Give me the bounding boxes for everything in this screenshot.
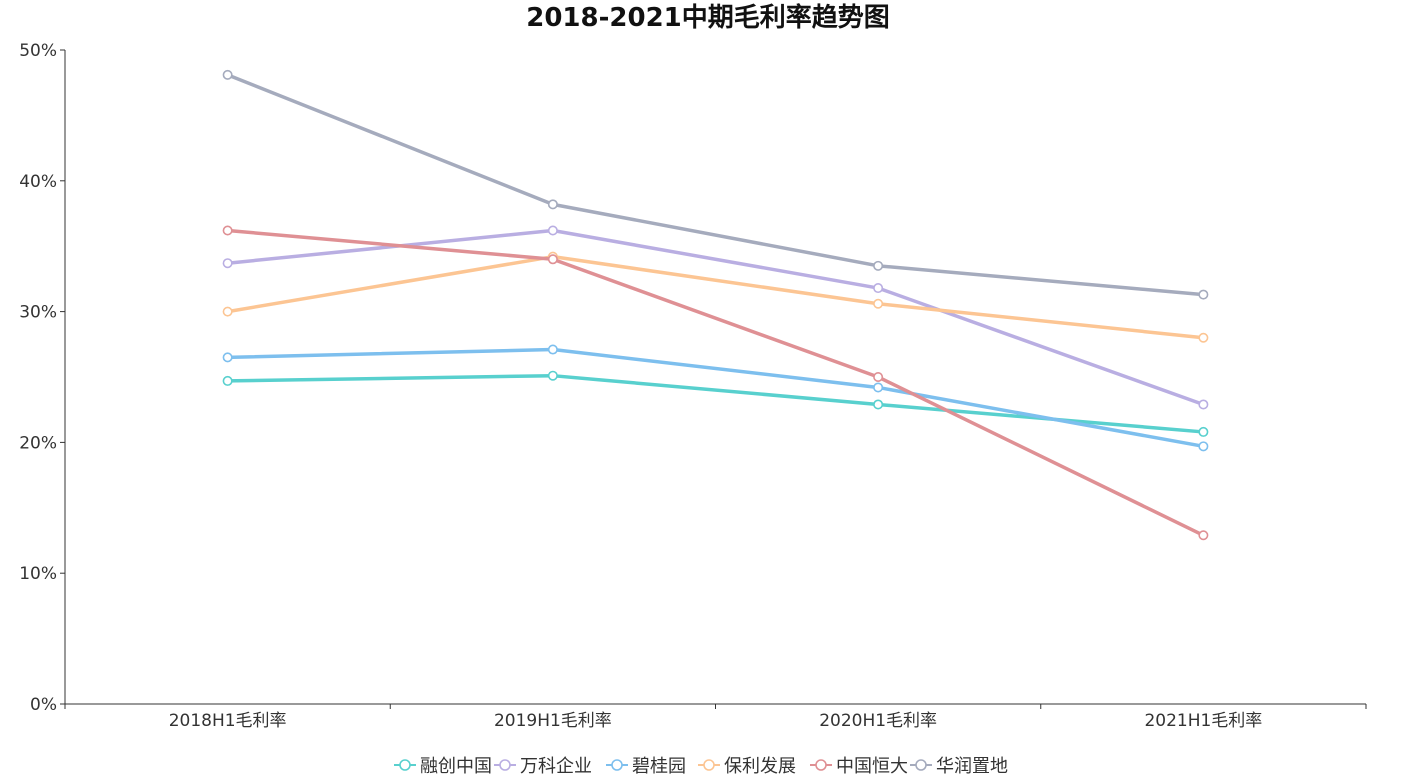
x-tick-label: 2018H1毛利率 bbox=[169, 711, 287, 731]
x-tick-label: 2020H1毛利率 bbox=[819, 711, 937, 731]
legend-swatch-marker bbox=[399, 759, 411, 771]
series-0 bbox=[222, 370, 1209, 437]
data-point[interactable] bbox=[222, 225, 233, 236]
legend-item[interactable]: 万科企业 bbox=[494, 756, 592, 777]
legend-label: 万科企业 bbox=[520, 756, 592, 777]
data-point[interactable] bbox=[1198, 441, 1209, 452]
series-3 bbox=[222, 251, 1209, 343]
data-point[interactable] bbox=[1198, 399, 1209, 410]
data-point[interactable] bbox=[1198, 332, 1209, 343]
chart-title: 2018-2021中期毛利率趋势图 bbox=[526, 2, 890, 33]
data-point[interactable] bbox=[547, 199, 558, 210]
data-point[interactable] bbox=[873, 399, 884, 410]
series-1 bbox=[222, 225, 1209, 410]
y-tick-label: 40% bbox=[19, 172, 57, 192]
legend-label: 华润置地 bbox=[936, 756, 1008, 777]
data-point[interactable] bbox=[1198, 289, 1209, 300]
legend-swatch-marker bbox=[915, 759, 927, 771]
series-line bbox=[225, 254, 1206, 340]
data-point[interactable] bbox=[547, 254, 558, 265]
y-tick-label: 30% bbox=[19, 303, 57, 323]
axes: 0% 10% 20% 30% 40% 50% 2018H1毛利率 2019H1毛利率 2020H… bbox=[19, 41, 1367, 731]
y-tick-label: 10% bbox=[19, 564, 57, 584]
data-point[interactable] bbox=[222, 352, 233, 363]
series-line bbox=[225, 347, 1206, 449]
legend-item[interactable]: 碧桂园 bbox=[606, 756, 686, 777]
data-point[interactable] bbox=[873, 382, 884, 393]
y-tick-label: 20% bbox=[19, 433, 57, 453]
legend-label: 碧桂园 bbox=[632, 756, 686, 777]
legend-label: 中国恒大 bbox=[836, 756, 908, 777]
data-point[interactable] bbox=[873, 298, 884, 309]
y-tick-label: 50% bbox=[19, 41, 57, 61]
legend-item[interactable]: 中国恒大 bbox=[810, 756, 908, 777]
legend-swatch-marker bbox=[703, 759, 715, 771]
data-point[interactable] bbox=[1198, 530, 1209, 541]
data-point[interactable] bbox=[1198, 426, 1209, 437]
legend-swatch-marker bbox=[499, 759, 511, 771]
legend-label: 融创中国 bbox=[420, 756, 492, 777]
data-point[interactable] bbox=[873, 283, 884, 294]
data-point[interactable] bbox=[873, 260, 884, 271]
data-point[interactable] bbox=[547, 370, 558, 381]
legend-swatch-marker bbox=[611, 759, 623, 771]
series-line bbox=[225, 73, 1206, 297]
data-point[interactable] bbox=[547, 344, 558, 355]
series-line bbox=[225, 228, 1206, 538]
data-point[interactable] bbox=[222, 258, 233, 269]
legend-label: 保利发展 bbox=[724, 756, 796, 777]
series-line bbox=[225, 228, 1206, 407]
data-point[interactable] bbox=[222, 69, 233, 80]
x-tick-label: 2021H1毛利率 bbox=[1144, 711, 1262, 731]
series-4 bbox=[222, 225, 1209, 541]
legend-swatch-marker bbox=[815, 759, 827, 771]
legend: 融创中国 万科企业 碧桂园 保利发展 中国恒大 华润置地 bbox=[394, 756, 1008, 777]
series-layer bbox=[222, 69, 1209, 541]
data-point[interactable] bbox=[547, 225, 558, 236]
series-2 bbox=[222, 344, 1209, 452]
data-point[interactable] bbox=[222, 375, 233, 386]
data-point[interactable] bbox=[873, 371, 884, 382]
y-tick-label: 0% bbox=[30, 695, 57, 715]
series-line bbox=[225, 373, 1206, 434]
legend-item[interactable]: 融创中国 bbox=[394, 756, 492, 777]
legend-item[interactable]: 华润置地 bbox=[910, 756, 1008, 777]
x-tick-label: 2019H1毛利率 bbox=[494, 711, 612, 731]
data-point[interactable] bbox=[222, 306, 233, 317]
series-5 bbox=[222, 69, 1209, 300]
legend-item[interactable]: 保利发展 bbox=[698, 756, 796, 777]
